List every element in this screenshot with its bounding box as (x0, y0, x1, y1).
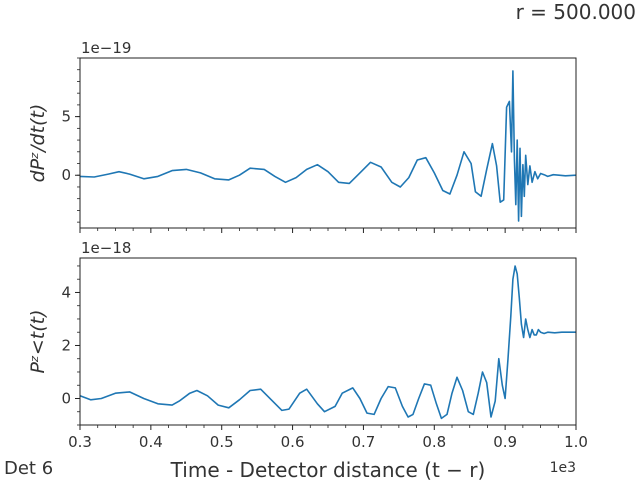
panel-bottom-series-line (79, 265, 576, 420)
panel-bottom-xtick-label-5: 0.8 (422, 433, 446, 451)
x-axis-offset: 1e3 (550, 460, 576, 476)
panel-bottom-y-offset: 1e−18 (81, 239, 131, 257)
panel-bottom-xtick-label-0: 0.3 (68, 433, 92, 451)
panel-top-ytick-label-1: 5 (61, 108, 71, 126)
detector-label: Det 6 (4, 458, 53, 479)
panel-bottom-xtick-label-4: 0.7 (351, 433, 375, 451)
panel-top-ytick-label-0: 0 (61, 166, 71, 184)
panel-bottom-y-axis-label: Pᶻ<t(t) (27, 309, 49, 373)
panel-bottom-ytick-label-1: 2 (61, 336, 71, 354)
panel-top-y-offset: 1e−19 (81, 39, 131, 57)
panel-bottom-ytick-label-0: 0 (61, 389, 71, 407)
panel-bottom-xtick-label-2: 0.5 (210, 433, 234, 451)
panel-top-frame (79, 57, 577, 229)
panel-top-series-line (79, 70, 577, 222)
panel-top-y-axis-label: dPᶻ/dt(t) (27, 104, 49, 183)
panel-bottom-frame (79, 257, 577, 426)
panel-bottom-xtick-label-1: 0.4 (139, 433, 163, 451)
panel-bottom-xtick-label-6: 0.9 (493, 433, 517, 451)
panel-bottom-ytick-label-2: 4 (61, 283, 71, 301)
panel-bottom-xtick-label-7: 1.0 (564, 433, 588, 451)
corner-title: r = 500.000 (516, 0, 636, 24)
x-axis-label: Time - Detector distance (t − r) (170, 458, 486, 480)
panel-bottom-xtick-label-3: 0.6 (281, 433, 305, 451)
